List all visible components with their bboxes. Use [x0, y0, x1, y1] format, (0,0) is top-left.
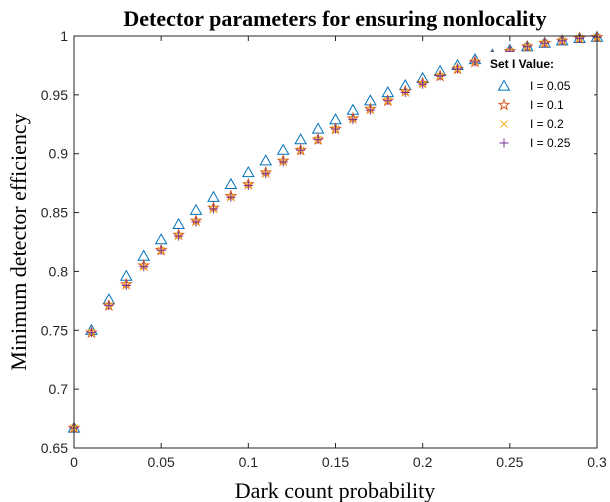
- data-point: [174, 231, 184, 241]
- data-point: [557, 36, 567, 46]
- x-tick-label: 0.15: [322, 454, 349, 470]
- data-point: [191, 217, 201, 227]
- data-point: [243, 180, 253, 190]
- data-point: [365, 105, 375, 115]
- data-point: [224, 177, 238, 189]
- data-point: [522, 42, 532, 52]
- legend-entry: I = 0.1: [497, 98, 564, 112]
- data-point: [261, 169, 271, 179]
- data-point: [259, 154, 273, 166]
- legend-entry: I = 0.2: [500, 117, 564, 131]
- data-point: [104, 301, 114, 311]
- legend-title: Set I Value:: [490, 57, 554, 71]
- data-point: [226, 192, 236, 202]
- data-point: [453, 64, 463, 74]
- legend-entry: I = 0.25: [499, 136, 571, 150]
- x-tick-label: 0.2: [413, 454, 433, 470]
- data-point: [400, 88, 410, 98]
- data-point: [575, 33, 585, 43]
- data-point: [435, 71, 445, 81]
- y-tick-label: 1: [60, 28, 68, 44]
- legend-label: I = 0.1: [530, 98, 564, 112]
- x-tick-label: 0.25: [496, 454, 523, 470]
- data-point: [313, 135, 323, 145]
- data-point: [348, 115, 358, 125]
- series-4: [69, 32, 602, 433]
- data-point: [139, 262, 149, 272]
- legend-label: I = 0.25: [530, 136, 571, 150]
- data-point: [121, 281, 131, 291]
- y-tick-label: 0.95: [41, 87, 68, 103]
- data-point: [208, 204, 218, 214]
- legend-marker: [497, 79, 511, 91]
- data-point: [418, 79, 428, 89]
- data-point: [86, 328, 96, 338]
- x-tick-label: 0.3: [587, 454, 607, 470]
- x-tick-label: 0.05: [148, 454, 175, 470]
- legend-entry: I = 0.05: [497, 79, 571, 93]
- x-axis-label: Dark count probability: [235, 478, 435, 502]
- legend-marker: [497, 98, 511, 111]
- data-point: [296, 145, 306, 155]
- axes: 0 0.05 0.1 0.15 0.2 0.25 0.3 0.65 0.7 0.75 0.8 0.85…: [41, 28, 607, 470]
- data-point: [470, 57, 480, 67]
- y-tick-label: 0.9: [49, 146, 69, 162]
- legend-label: I = 0.05: [530, 79, 571, 93]
- chart-title: Detector parameters for ensuring nonloca…: [123, 6, 546, 31]
- x-tick-label: 0: [70, 454, 78, 470]
- legend-marker: [500, 120, 508, 128]
- data-point: [241, 166, 255, 178]
- legend: Set I Value: I = 0.05 I = 0.1 I = 0.2 I = 0…: [486, 52, 594, 156]
- data-point: [540, 38, 550, 48]
- y-tick-label: 0.85: [41, 205, 68, 221]
- data-point: [156, 245, 166, 255]
- x-tick-label: 0.1: [239, 454, 259, 470]
- legend-marker: [499, 138, 509, 148]
- y-axis-label: Minimum detector efficiency: [6, 113, 31, 370]
- data-point: [278, 157, 288, 167]
- data-point: [331, 124, 340, 134]
- y-tick-label: 0.7: [49, 381, 69, 397]
- legend-label: I = 0.2: [530, 117, 564, 131]
- y-tick-label: 0.75: [41, 322, 68, 338]
- y-tick-label: 0.65: [41, 440, 68, 456]
- y-tick-label: 0.8: [49, 263, 69, 279]
- data-point: [383, 96, 393, 106]
